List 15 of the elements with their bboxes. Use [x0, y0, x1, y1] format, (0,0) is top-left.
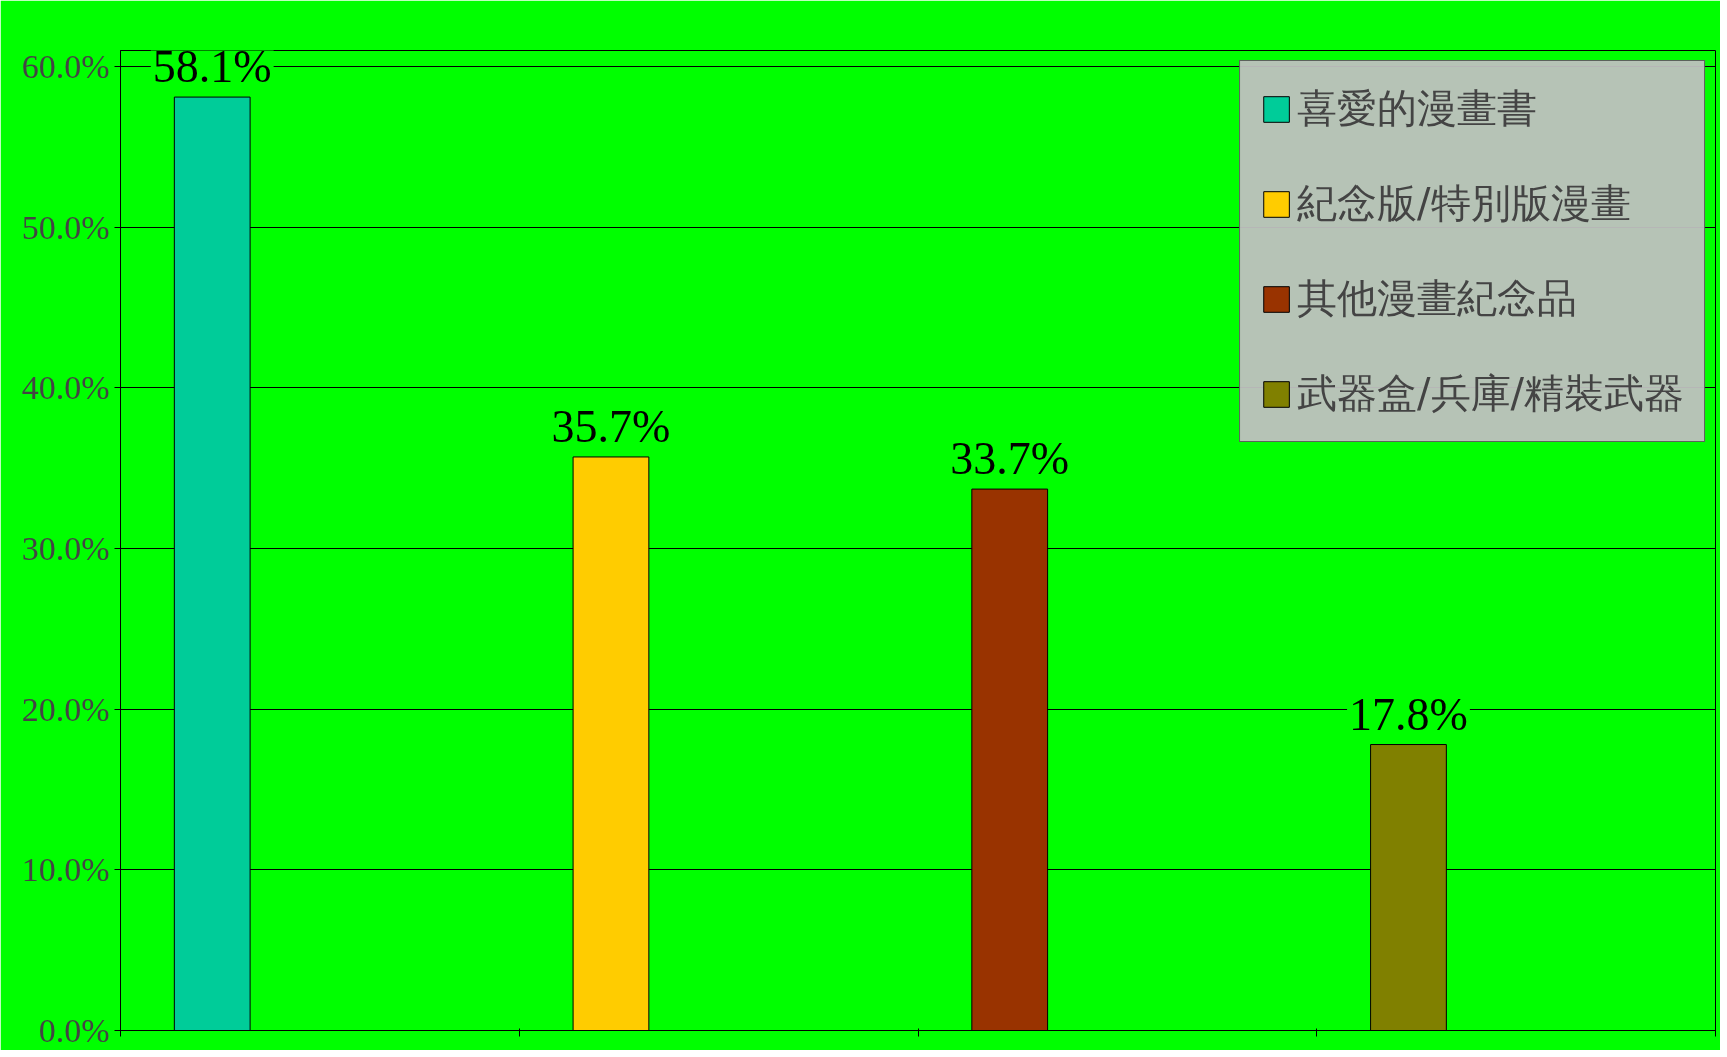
- y-tick-label: 30.0%: [21, 530, 110, 568]
- y-tick-label: 60.0%: [21, 48, 110, 86]
- y-tick-label: 40.0%: [21, 369, 110, 407]
- y-tick-label: 20.0%: [21, 690, 110, 728]
- y-tick-label: 10.0%: [21, 851, 110, 889]
- data-label: 33.7%: [950, 433, 1070, 485]
- data-label: 58.1%: [152, 41, 272, 93]
- data-label: 17.8%: [1349, 688, 1468, 740]
- y-tick-label: 50.0%: [21, 208, 110, 246]
- data-label: 35.7%: [551, 400, 671, 452]
- y-tick-label: 0.0%: [38, 1012, 110, 1049]
- legend-label: 喜愛的漫畫書: [1297, 84, 1538, 133]
- legend-label: 武器盒/兵庫/精裝武器: [1297, 369, 1684, 418]
- legend-label: 紀念版/特別版漫畫: [1297, 179, 1631, 228]
- legend-label: 其他漫畫紀念品: [1297, 274, 1578, 323]
